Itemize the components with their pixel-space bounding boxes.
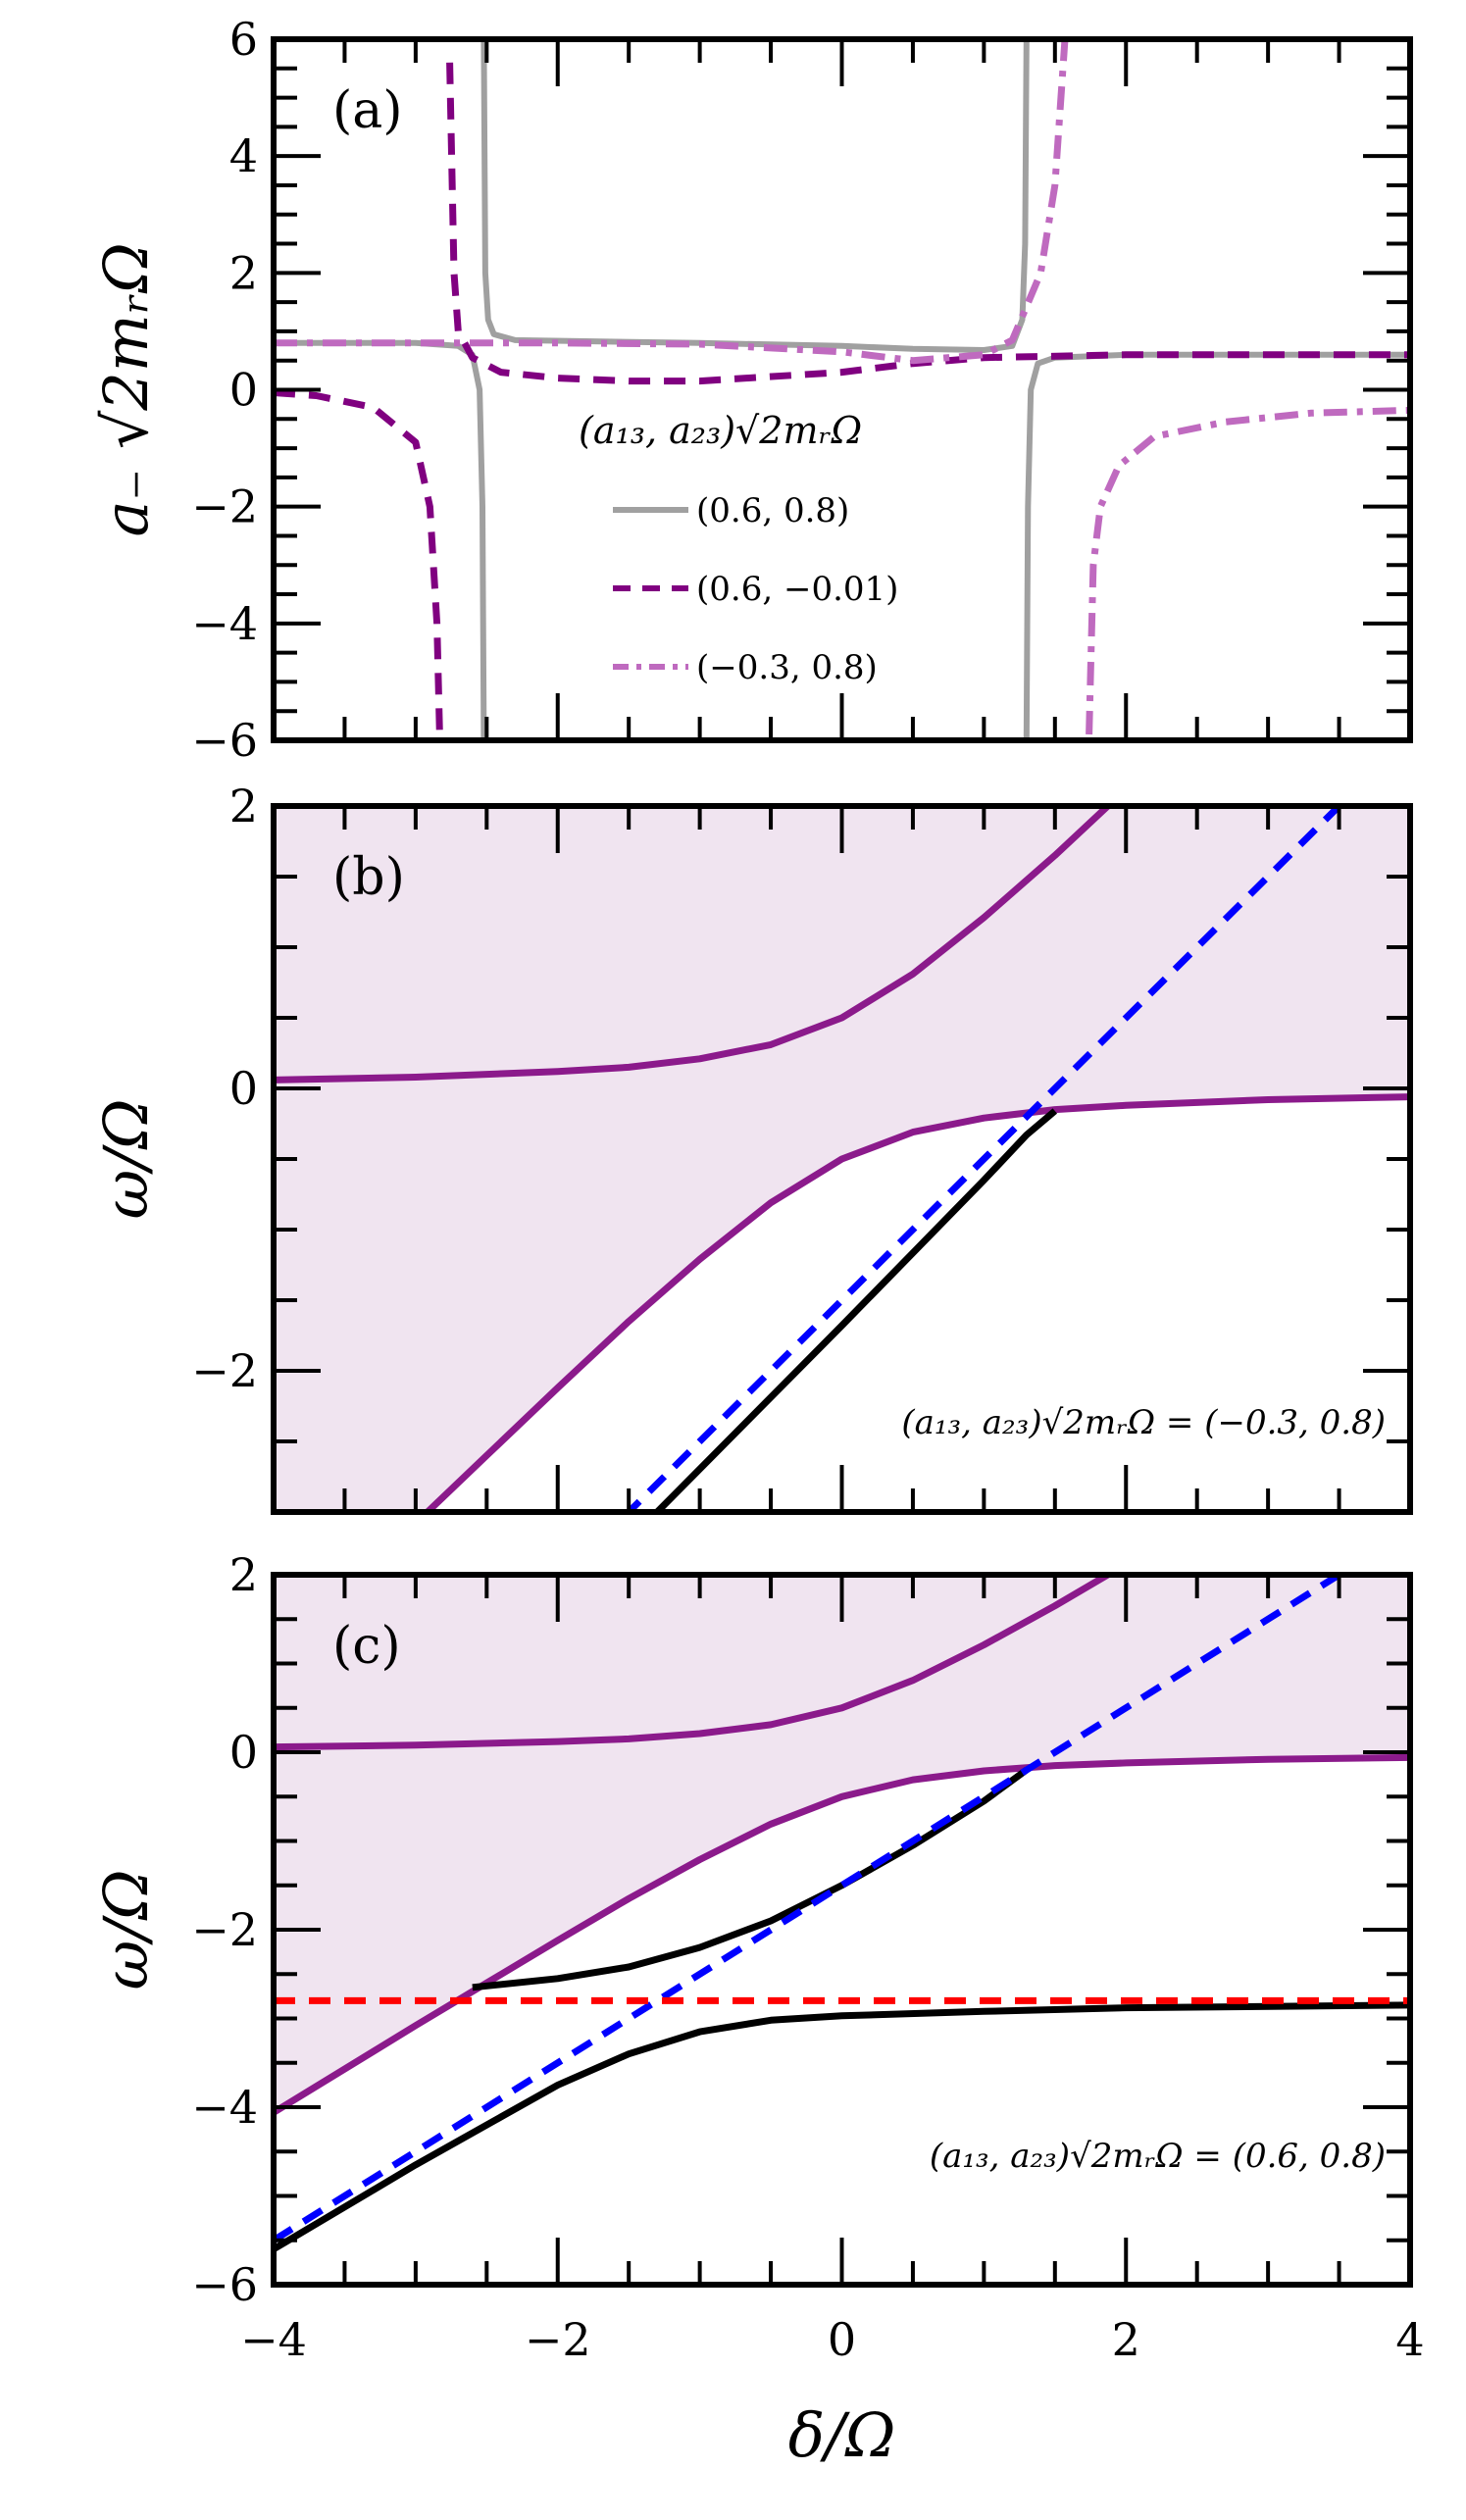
y-tick-label: −4	[191, 597, 258, 650]
series-line-bound-state-upper	[472, 1767, 1029, 1991]
x-tick-label: 2	[1112, 2313, 1140, 2366]
plot-area	[274, 806, 1410, 1512]
series-line-series-0	[274, 339, 487, 740]
series-line-continuum-upper	[274, 806, 1113, 1084]
y-tick-label: 2	[229, 780, 258, 832]
legend-title: (a₁₃, a₂₃)√2mᵣΩ	[579, 409, 862, 452]
y-tick-label: 2	[229, 1548, 258, 1601]
y-tick-label: −2	[191, 480, 258, 533]
series-line-bound-state	[654, 1108, 1058, 1512]
series-line-continuum-upper	[274, 1575, 1115, 1751]
series-line-bound-state-lower	[274, 2001, 1410, 2252]
series-line-continuum-lower	[274, 1753, 1410, 2116]
y-axis-label: a₋ √2mᵣΩ	[90, 242, 162, 536]
y-tick-label: 0	[229, 1062, 258, 1115]
ticks	[272, 1573, 1412, 2287]
y-tick-label: −2	[191, 1903, 258, 1956]
series-line-series-0	[480, 39, 1030, 353]
shaded-continuum-region	[274, 1575, 1410, 2113]
y-tick-label: −2	[191, 1344, 258, 1397]
parameter-annotation: (a₁₃, a₂₃)√2mᵣΩ = (0.6, 0.8)	[930, 2137, 1386, 2176]
y-tick-label: 0	[229, 364, 258, 417]
panel-c: −6−4−202−4 −2 0 2 4ω/Ωδ/Ω(c)(a₁₃, a₂₃)√2mᵣΩ …	[90, 1548, 1425, 2471]
x-tick-label: 0	[828, 2313, 856, 2366]
axes-frame	[271, 803, 1413, 1515]
y-tick-label: −6	[191, 714, 258, 767]
series-line-continuum-lower	[422, 1093, 1410, 1512]
legend-entry: (0.6, −0.01)	[696, 570, 898, 609]
series-line-series-1	[274, 389, 443, 740]
y-tick-label: 0	[229, 1726, 258, 1779]
plot-area	[274, 1575, 1410, 2252]
series-line-series-0	[1023, 351, 1410, 740]
y-axis-label: ω/Ω	[90, 1870, 162, 1991]
x-tick-label: 4	[1395, 2313, 1424, 2366]
y-axis-label: ω/Ω	[90, 1099, 162, 1220]
axes-frame	[271, 1572, 1413, 2288]
panel-label: (a)	[332, 81, 403, 140]
parameter-annotation: (a₁₃, a₂₃)√2mᵣΩ = (−0.3, 0.8)	[901, 1403, 1386, 1442]
plot-area	[274, 39, 1410, 740]
legend-entry: (−0.3, 0.8)	[696, 648, 878, 687]
axes-frame	[271, 36, 1413, 743]
panel-b: −2 0 2 ω/Ω (b) (a₁₃, a₂₃)√2mᵣΩ = (−0.3, 0.8)	[90, 780, 1413, 1515]
series-line-series-2	[274, 39, 1069, 365]
x-tick-label: −2	[525, 2313, 591, 2366]
shaded-continuum-region	[274, 806, 1410, 1512]
panel-a: −6 −4 −2 0 2 4 6 a₋ √2mᵣΩ (a) (a₁₃, a₂₃)√2mᵣΩ (0.6…	[90, 13, 1413, 767]
panel-label: (c)	[332, 1617, 401, 1676]
y-tick-label: −4	[191, 2081, 258, 2134]
y-tick-label: 2	[229, 246, 258, 299]
y-tick-label: 4	[229, 129, 258, 182]
ticks	[272, 37, 1412, 742]
series-line-series-2	[1086, 406, 1410, 735]
y-tick-label: −6	[191, 2258, 258, 2311]
series-line-series-1	[446, 62, 1410, 385]
legend: (a₁₃, a₂₃)√2mᵣΩ (0.6, 0.8) (0.6, −0.01) (−0…	[579, 409, 898, 687]
x-tick-label: −4	[240, 2313, 307, 2366]
series-line-asymptote	[624, 806, 1342, 1512]
panel-label: (b)	[332, 848, 405, 907]
legend-entry: (0.6, 0.8)	[696, 491, 849, 530]
x-axis-label: δ/Ω	[788, 2399, 896, 2471]
y-tick-label: 6	[229, 13, 258, 66]
